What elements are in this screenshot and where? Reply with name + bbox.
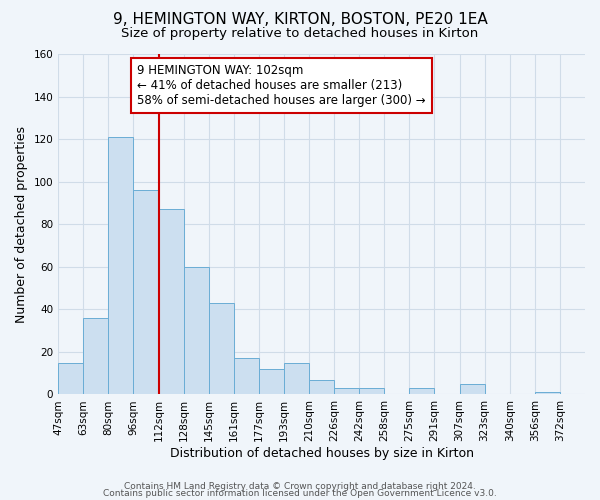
Bar bbox=[334, 388, 359, 394]
Bar bbox=[535, 392, 560, 394]
Text: 9, HEMINGTON WAY, KIRTON, BOSTON, PE20 1EA: 9, HEMINGTON WAY, KIRTON, BOSTON, PE20 1… bbox=[113, 12, 487, 28]
Bar bbox=[83, 318, 109, 394]
Bar bbox=[284, 362, 309, 394]
Bar bbox=[58, 362, 83, 394]
Bar bbox=[409, 388, 434, 394]
Bar bbox=[259, 369, 284, 394]
Bar bbox=[234, 358, 259, 394]
Bar bbox=[209, 303, 234, 394]
Bar bbox=[359, 388, 385, 394]
Bar bbox=[184, 267, 209, 394]
Text: Contains public sector information licensed under the Open Government Licence v3: Contains public sector information licen… bbox=[103, 490, 497, 498]
Text: 9 HEMINGTON WAY: 102sqm
← 41% of detached houses are smaller (213)
58% of semi-d: 9 HEMINGTON WAY: 102sqm ← 41% of detache… bbox=[137, 64, 426, 107]
Bar bbox=[133, 190, 158, 394]
Bar bbox=[460, 384, 485, 394]
Text: Size of property relative to detached houses in Kirton: Size of property relative to detached ho… bbox=[121, 28, 479, 40]
Bar bbox=[309, 380, 334, 394]
Text: Contains HM Land Registry data © Crown copyright and database right 2024.: Contains HM Land Registry data © Crown c… bbox=[124, 482, 476, 491]
Y-axis label: Number of detached properties: Number of detached properties bbox=[15, 126, 28, 322]
Bar bbox=[158, 210, 184, 394]
Bar bbox=[109, 137, 133, 394]
X-axis label: Distribution of detached houses by size in Kirton: Distribution of detached houses by size … bbox=[170, 447, 473, 460]
